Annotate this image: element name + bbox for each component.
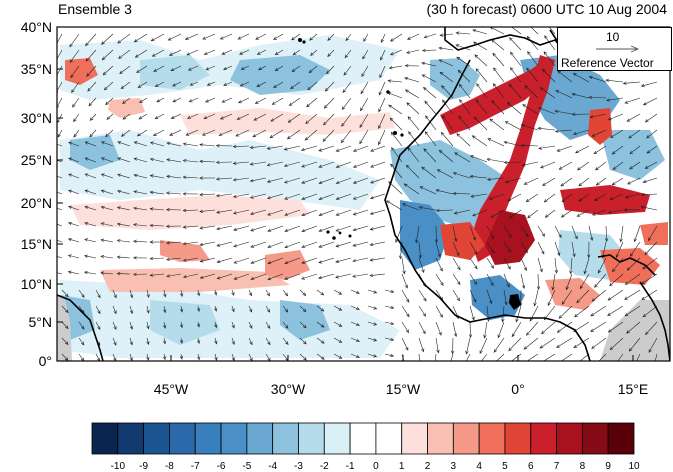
- colorbar: [92, 423, 634, 454]
- colorbar-swatch: [428, 423, 454, 454]
- wind-vector-head: [52, 271, 55, 274]
- colorbar-label: 3: [442, 461, 464, 472]
- wind-vector-head: [52, 174, 55, 177]
- colorbar-label: 8: [571, 461, 593, 472]
- wind-vector-head: [52, 222, 55, 225]
- colorbar-label: 2: [417, 461, 439, 472]
- reference-vector-box: 10 Reference Vector: [557, 27, 672, 71]
- lat-label-30n: 30°N: [2, 110, 52, 126]
- colorbar-swatch: [169, 423, 195, 454]
- wind-vector-head: [594, 363, 597, 366]
- colorbar-label: -5: [236, 461, 258, 472]
- wind-vector-head: [448, 367, 451, 370]
- colorbar-label: 5: [494, 461, 516, 472]
- wind-vector-head: [613, 364, 616, 367]
- wind-vector-head: [526, 22, 529, 25]
- wind-vector-head: [626, 23, 629, 26]
- wind-vector-head: [419, 366, 422, 369]
- colorbar-label: 7: [546, 461, 568, 472]
- wind-vector-head: [52, 158, 55, 161]
- colorbar-label: 10: [623, 461, 645, 472]
- lon-label-30w: 30°W: [258, 381, 318, 397]
- wind-vector-head: [433, 367, 436, 370]
- colorbar-swatch: [350, 423, 376, 454]
- lon-label-45w: 45°W: [141, 381, 201, 397]
- wind-vector-head: [462, 366, 465, 369]
- colorbar-label: -4: [262, 461, 284, 472]
- wind-vector-head: [562, 20, 565, 23]
- colorbar-swatch: [557, 423, 583, 454]
- colorbar-swatch: [324, 423, 350, 454]
- colorbar-swatch: [453, 423, 479, 454]
- colorbar-label: -8: [158, 461, 180, 472]
- colorbar-label: -10: [107, 461, 129, 472]
- lat-label-35n: 35°N: [2, 61, 52, 77]
- lat-label-10n: 10°N: [2, 276, 52, 292]
- colorbar-swatch: [531, 423, 557, 454]
- colorbar-swatch: [505, 423, 531, 454]
- wind-vector-head: [404, 365, 407, 368]
- colorbar-swatch: [402, 423, 428, 454]
- wind-vector-head: [610, 21, 613, 24]
- colorbar-swatch: [118, 423, 144, 454]
- lat-label-15n: 15°N: [2, 236, 52, 252]
- lon-label-0: 0°: [488, 381, 548, 397]
- wind-vector-head: [507, 362, 510, 365]
- lat-label-0: 0°: [2, 353, 52, 369]
- lon-label-15e: 15°E: [603, 381, 663, 397]
- colorbar-swatch: [92, 423, 118, 454]
- lat-label-25n: 25°N: [2, 152, 52, 168]
- colorbar-label: 6: [520, 461, 542, 472]
- wind-vector-head: [579, 20, 582, 23]
- wind-vector-head: [52, 190, 55, 193]
- wind-vector-head: [633, 365, 636, 368]
- lat-label-5n: 5°N: [2, 314, 52, 330]
- wind-vector-head: [575, 362, 578, 365]
- colorbar-label: 0: [365, 461, 387, 472]
- wind-vector-head: [544, 21, 547, 24]
- colorbar-label: 4: [468, 461, 490, 472]
- colorbar-label: -2: [313, 461, 335, 472]
- colorbar-label: -9: [133, 461, 155, 472]
- wind-vector-head: [491, 363, 494, 366]
- colorbar-label: 1: [391, 461, 413, 472]
- colorbar-swatch: [247, 423, 273, 454]
- lat-label-40n: 40°N: [2, 19, 52, 35]
- colorbar-swatch: [195, 423, 221, 454]
- wind-vector-head: [52, 238, 55, 241]
- colorbar-swatch: [582, 423, 608, 454]
- reference-vector-label: Reference Vector: [561, 56, 654, 70]
- colorbar-swatch: [144, 423, 170, 454]
- colorbar-swatch: [376, 423, 402, 454]
- wind-vector-head: [52, 255, 55, 258]
- colorbar-swatch: [273, 423, 299, 454]
- colorbar-swatch: [608, 423, 634, 454]
- wind-vector-head: [653, 366, 656, 369]
- lat-label-20n: 20°N: [2, 195, 52, 211]
- colorbar-label: -6: [210, 461, 232, 472]
- colorbar-label: 9: [597, 461, 619, 472]
- colorbar-label: -3: [287, 461, 309, 472]
- wind-vector-head: [476, 365, 479, 368]
- colorbar-swatch: [479, 423, 505, 454]
- colorbar-swatch: [298, 423, 324, 454]
- lon-label-15w: 15°W: [373, 381, 433, 397]
- wind-vector-head: [52, 206, 55, 209]
- wind-vector-head: [52, 142, 55, 145]
- colorbar-swatch: [221, 423, 247, 454]
- colorbar-label: -1: [339, 461, 361, 472]
- wind-vector-head: [595, 20, 598, 23]
- colorbar-label: -7: [184, 461, 206, 472]
